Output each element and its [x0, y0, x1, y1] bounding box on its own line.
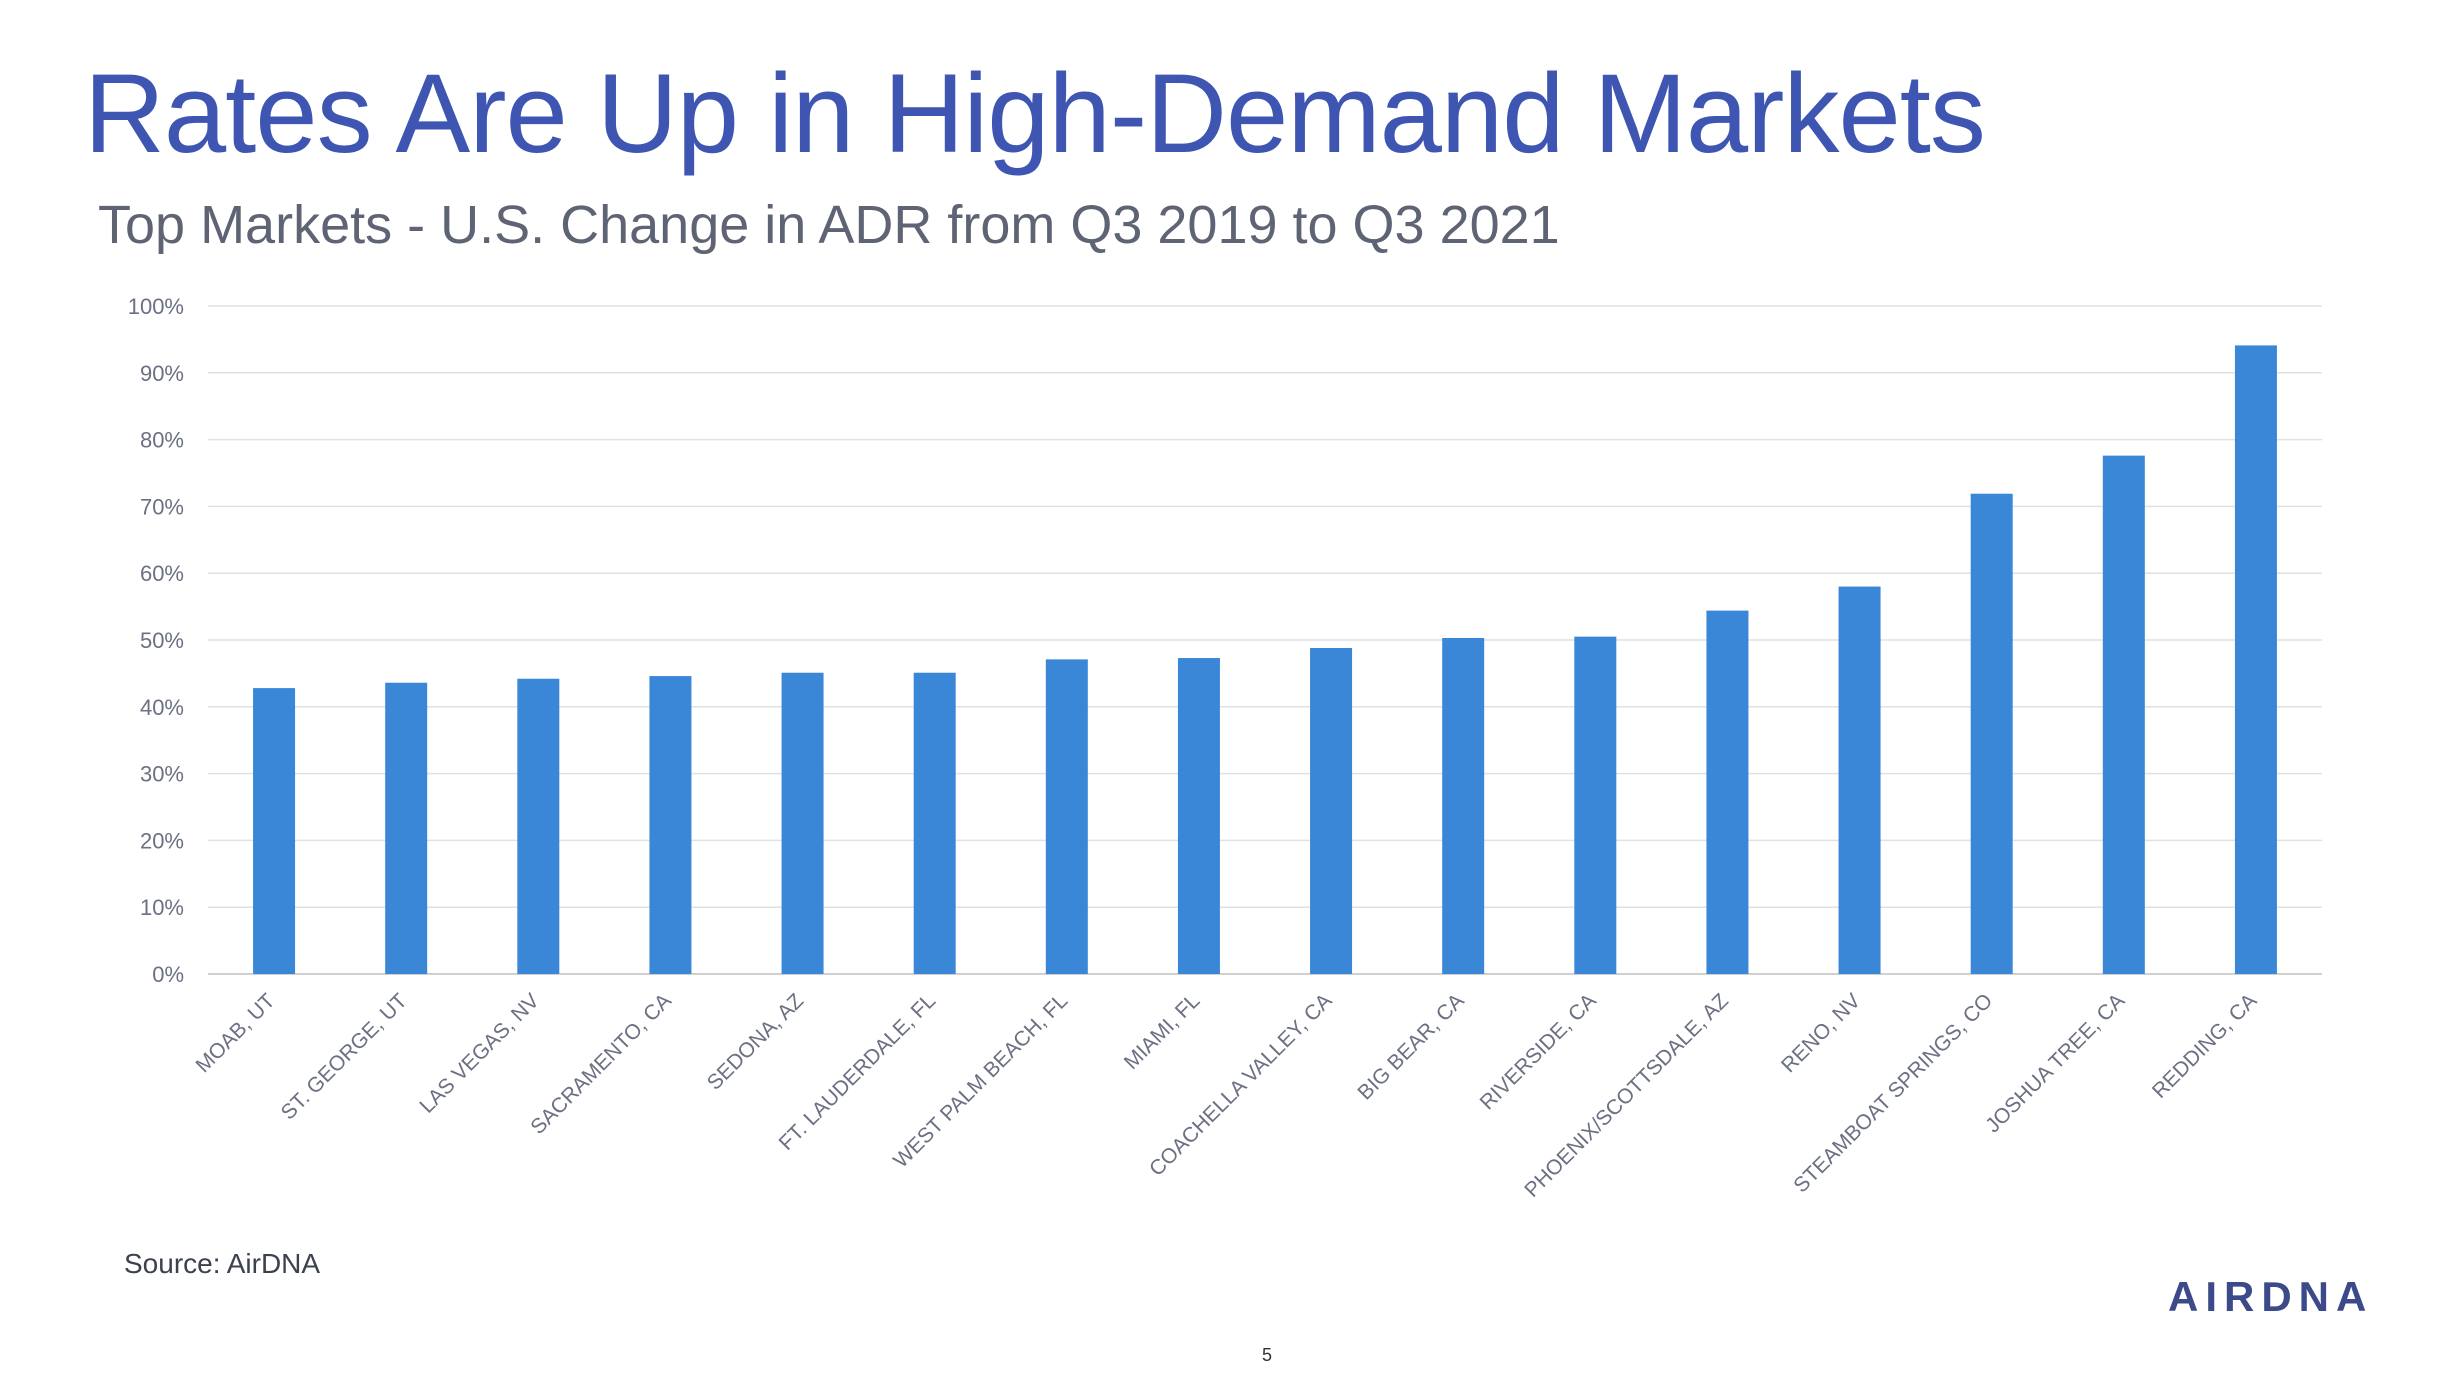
- y-tick-label: 70%: [140, 494, 184, 519]
- x-tick-label: RENO, NV: [1777, 989, 1865, 1077]
- bar: [1574, 636, 1617, 974]
- y-tick-label: 40%: [140, 695, 184, 720]
- y-tick-label: 30%: [140, 762, 184, 787]
- bar: [2102, 455, 2145, 975]
- bar: [517, 678, 560, 974]
- bar: [1045, 659, 1088, 974]
- x-tick-label: SACRAMENTO, CA: [526, 989, 676, 1139]
- y-tick-label: 80%: [140, 428, 184, 453]
- bar: [913, 672, 956, 974]
- bar: [253, 688, 296, 974]
- y-tick-label: 50%: [140, 628, 184, 653]
- bar: [1838, 586, 1881, 974]
- bar: [1177, 658, 1220, 974]
- y-tick-label: 10%: [140, 895, 184, 920]
- x-tick-label: REDDING, CA: [2148, 989, 2262, 1103]
- bar: [1442, 637, 1485, 974]
- y-tick-label: 20%: [140, 828, 184, 853]
- bar: [1970, 493, 2013, 974]
- page-number: 5: [1262, 1345, 1273, 1365]
- bar: [649, 676, 692, 974]
- x-tick-label: SEDONA, AZ: [703, 989, 809, 1095]
- y-tick-label: 0%: [152, 962, 184, 987]
- x-tick-label: MOAB, UT: [192, 989, 280, 1077]
- x-tick-label: RIVERSIDE, CA: [1476, 989, 1601, 1114]
- x-tick-label: ST. GEORGE, UT: [277, 989, 412, 1124]
- bar: [781, 672, 824, 974]
- y-tick-label: 60%: [140, 561, 184, 586]
- bar: [385, 682, 428, 974]
- airdna-logo: AIRDNA: [2168, 1273, 2374, 1320]
- source-note: Source: AirDNA: [124, 1248, 321, 1279]
- x-tick-label: LAS VEGAS, NV: [415, 989, 544, 1118]
- x-tick-label: MIAMI, FL: [1120, 989, 1205, 1074]
- bar: [1706, 610, 1749, 974]
- page-title: Rates Are Up in High-Demand Markets: [84, 51, 1986, 176]
- x-tick-label: JOSHUA TREE, CA: [1981, 989, 2129, 1137]
- y-tick-label: 100%: [128, 294, 184, 319]
- bar: [2234, 345, 2277, 974]
- x-tick-label: BIG BEAR, CA: [1353, 989, 1468, 1104]
- y-tick-label: 90%: [140, 361, 184, 386]
- bar: [1310, 648, 1353, 974]
- chart-subtitle: Top Markets - U.S. Change in ADR from Q3…: [98, 195, 1560, 255]
